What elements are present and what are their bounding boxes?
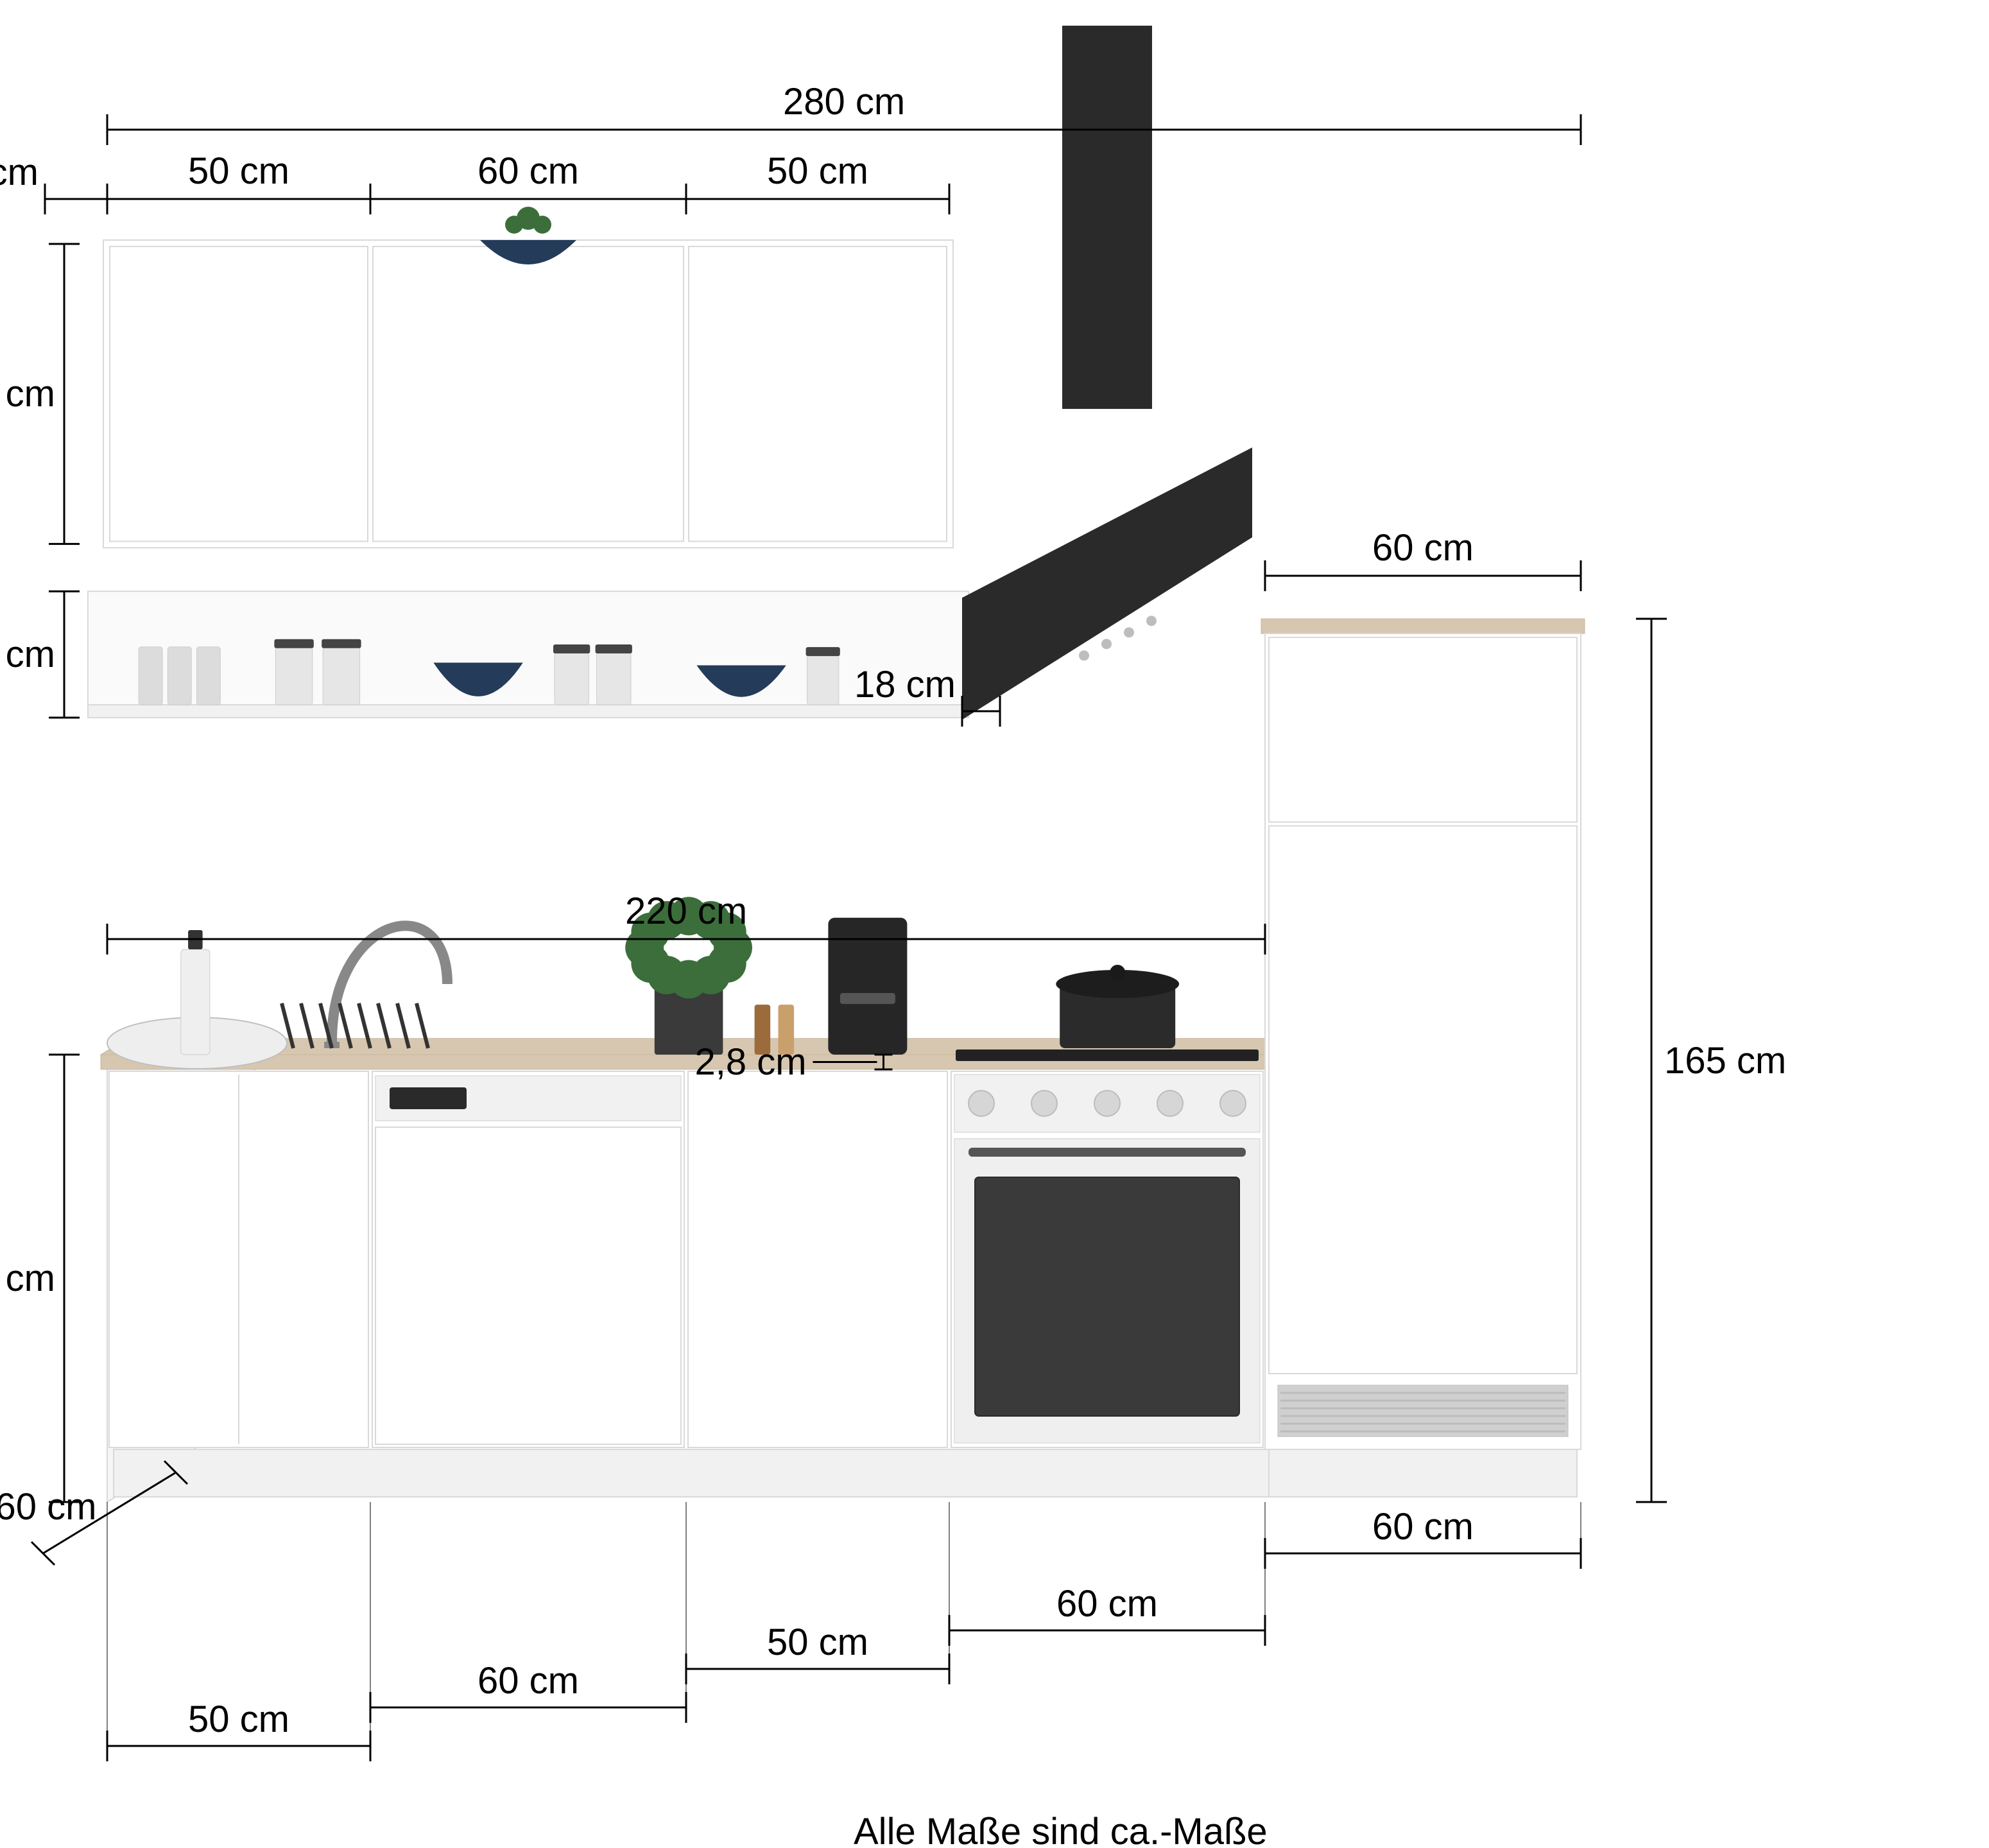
fridge-column — [1261, 619, 1585, 1497]
open-shelf — [88, 591, 969, 718]
upper-cabinets — [103, 207, 953, 548]
diagram-svg — [0, 0, 1989, 1848]
diagram-stage: 280 cm34 cm50 cm60 cm50 cm57 cm24 cm18 c… — [0, 0, 1989, 1848]
